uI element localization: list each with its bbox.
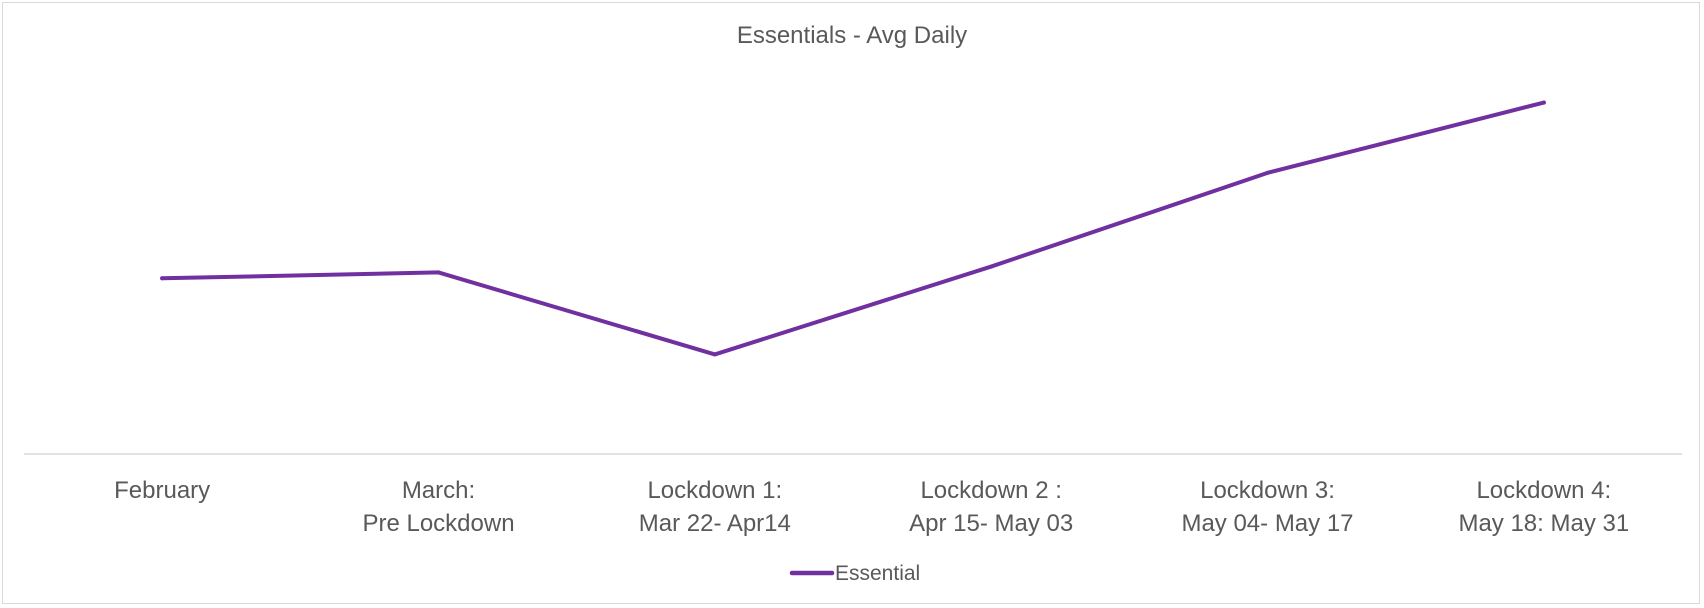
legend: Essential [789,562,920,585]
x-tick-label-line: Lockdown 2 : [920,477,1061,504]
series-layer [160,100,1546,357]
data-point [436,270,441,275]
data-point [989,264,994,269]
legend-label-essential: Essential [835,562,920,585]
x-tick-label: Lockdown 2 : Apr 15- May 03 [909,477,1073,537]
x-tick-label: Lockdown 1: Mar 22- Apr14 [639,477,791,537]
x-tick-label: February [114,477,210,504]
x-tick-label-line: February [114,477,210,504]
x-tick-label-line: Lockdown 4: [1476,477,1611,504]
series-line-essential [160,100,1546,357]
x-tick-label-line: May 04- May 17 [1181,510,1353,537]
x-tick-label-line: Pre Lockdown [362,510,514,537]
data-point [712,352,717,357]
x-tick-label-line: March: [402,477,475,504]
chart-title: Essentials - Avg Daily [737,22,967,49]
x-tick-label-line: Mar 22- Apr14 [639,510,791,537]
x-tick-label-line: Lockdown 3: [1200,477,1335,504]
x-tick-label: March: Pre Lockdown [362,477,514,537]
x-tick-labels: February March: Pre Lockdown Lockdown 1: Mar… [114,477,1629,537]
data-point [1265,170,1270,175]
x-tick-label: Lockdown 3: May 04- May 17 [1181,477,1353,537]
x-tick-label-line: Apr 15- May 03 [909,510,1073,537]
data-point [160,276,165,281]
x-tick-label-line: Lockdown 1: [647,477,782,504]
data-point [1541,100,1546,105]
x-tick-label-line: May 18: May 31 [1458,510,1629,537]
x-tick-label: Lockdown 4: May 18: May 31 [1458,477,1629,537]
